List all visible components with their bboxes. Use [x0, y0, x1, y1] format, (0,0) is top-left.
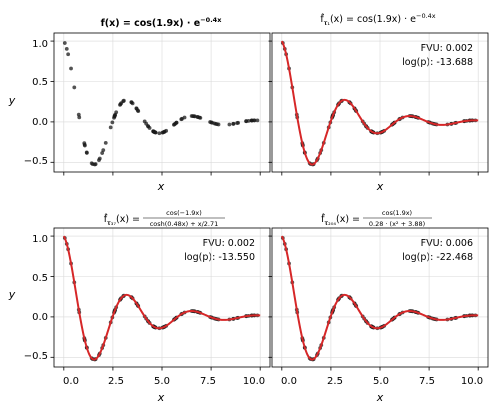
title-br-numerator: cos(1.9x): [382, 209, 412, 217]
xlabel-bottom-left: x: [157, 391, 165, 404]
title-bottom-right: f̂𝛕₂₀₄(x) = cos(1.9x) 0.28 · (x² + 3.88): [321, 209, 432, 228]
data-point: [103, 140, 108, 145]
data-point: [66, 52, 71, 57]
svg-text:0.0: 0.0: [63, 376, 79, 387]
data-point: [246, 118, 251, 123]
panel-bottom-right: [268, 227, 489, 371]
logp-bottom-right: log(p): -22.468: [402, 252, 473, 263]
data-point: [130, 101, 135, 106]
panel-bottom-left: [50, 227, 271, 371]
data-point: [153, 130, 158, 135]
data-point: [182, 115, 187, 120]
svg-text:0.5: 0.5: [32, 273, 48, 284]
data-point: [97, 156, 102, 161]
svg-text:5.0: 5.0: [154, 376, 170, 387]
svg-text:0.0: 0.0: [281, 376, 297, 387]
data-point: [136, 109, 141, 114]
data-point: [72, 85, 77, 90]
svg-text:0.0: 0.0: [32, 312, 48, 323]
svg-text:5.0: 5.0: [373, 376, 389, 387]
data-point: [84, 151, 89, 155]
svg-text:0.5: 0.5: [32, 77, 48, 88]
title-bl-denominator: cosh(0.48x) + x/2.71: [150, 220, 219, 228]
xlabel-top-right: x: [376, 180, 384, 193]
yticks-bottom-left: 1.0 0.5 0.0 −0.5: [24, 234, 48, 362]
axes-frame: [271, 227, 489, 368]
data-point: [108, 125, 113, 130]
title-top-right: f̂𝛕₁(x) = cos(1.9x) · e−0.4x: [320, 12, 435, 27]
panel-top-right: [268, 32, 489, 176]
data-point: [255, 118, 260, 123]
ylabel-top-left: y: [8, 94, 16, 107]
data-point: [101, 148, 106, 153]
logp-bottom-left: log(p): -13.550: [184, 252, 255, 263]
xlabel-top-left: x: [157, 180, 165, 193]
axes-frame: [53, 227, 271, 368]
fvu-bottom-right: FVU: 0.006: [421, 238, 473, 249]
data-point: [147, 126, 152, 130]
data-point: [157, 131, 162, 136]
data-point: [121, 98, 126, 103]
ylabel-bottom-left: y: [8, 288, 16, 301]
data-point: [114, 110, 119, 115]
data-point: [110, 120, 115, 125]
svg-text:2.5: 2.5: [108, 376, 124, 387]
svg-text:10.0: 10.0: [461, 376, 483, 387]
axes-frame: [53, 32, 271, 173]
data-point: [227, 122, 232, 127]
xticks-bottom-right: 0.0 2.5 5.0 7.5 10.0: [281, 376, 483, 387]
data-point: [231, 121, 236, 126]
panel-top-left: [50, 32, 271, 176]
svg-text:2.5: 2.5: [327, 376, 343, 387]
fit-curve: [62, 235, 261, 361]
data-point: [164, 128, 169, 133]
xlabel-bottom-right: x: [376, 391, 384, 404]
title-top-left: f(x) = cos(1.9x) · e−0.4x: [101, 16, 223, 29]
data-point: [100, 151, 105, 155]
svg-text:7.5: 7.5: [419, 376, 435, 387]
svg-text:10.0: 10.0: [243, 376, 265, 387]
yticks-top-left: 1.0 0.5 0.0 −0.5: [24, 39, 48, 167]
data-point: [93, 162, 98, 166]
data-point: [198, 115, 203, 120]
svg-text:1.0: 1.0: [32, 234, 48, 245]
title-bl-numerator: cos(−1.9x): [166, 209, 202, 217]
data-point: [252, 118, 257, 123]
xticks-bottom-left: 0.0 2.5 5.0 7.5 10.0: [63, 376, 265, 387]
data-point: [77, 115, 82, 120]
data-point: [62, 41, 67, 45]
title-br-denominator: 0.28 · (x² + 3.88): [369, 220, 425, 228]
data-point: [64, 46, 69, 51]
data-point: [82, 143, 87, 148]
svg-text:0.0: 0.0: [32, 117, 48, 128]
svg-text:−0.5: −0.5: [24, 156, 48, 167]
svg-text:f̂𝛕₂₀₄(x) =: f̂𝛕₂₀₄(x) =: [321, 213, 360, 227]
axes-frame: [271, 32, 489, 173]
svg-text:f̂𝛕₃₇(x) =: f̂𝛕₃₇(x) =: [104, 213, 140, 227]
fvu-bottom-left: FVU: 0.002: [203, 238, 255, 249]
logp-top-right: log(p): -13.688: [402, 57, 473, 68]
svg-text:1.0: 1.0: [32, 39, 48, 50]
fit-curve: [280, 235, 479, 361]
data-point: [216, 122, 221, 127]
svg-text:7.5: 7.5: [200, 376, 216, 387]
data-point: [174, 120, 179, 125]
fvu-top-right: FVU: 0.002: [421, 43, 473, 54]
data-point: [236, 120, 241, 125]
title-bottom-left: f̂𝛕₃₇(x) = cos(−1.9x) cosh(0.48x) + x/2.…: [104, 209, 225, 228]
fit-curve: [280, 40, 479, 166]
svg-text:−0.5: −0.5: [24, 351, 48, 362]
data-point: [69, 66, 73, 71]
